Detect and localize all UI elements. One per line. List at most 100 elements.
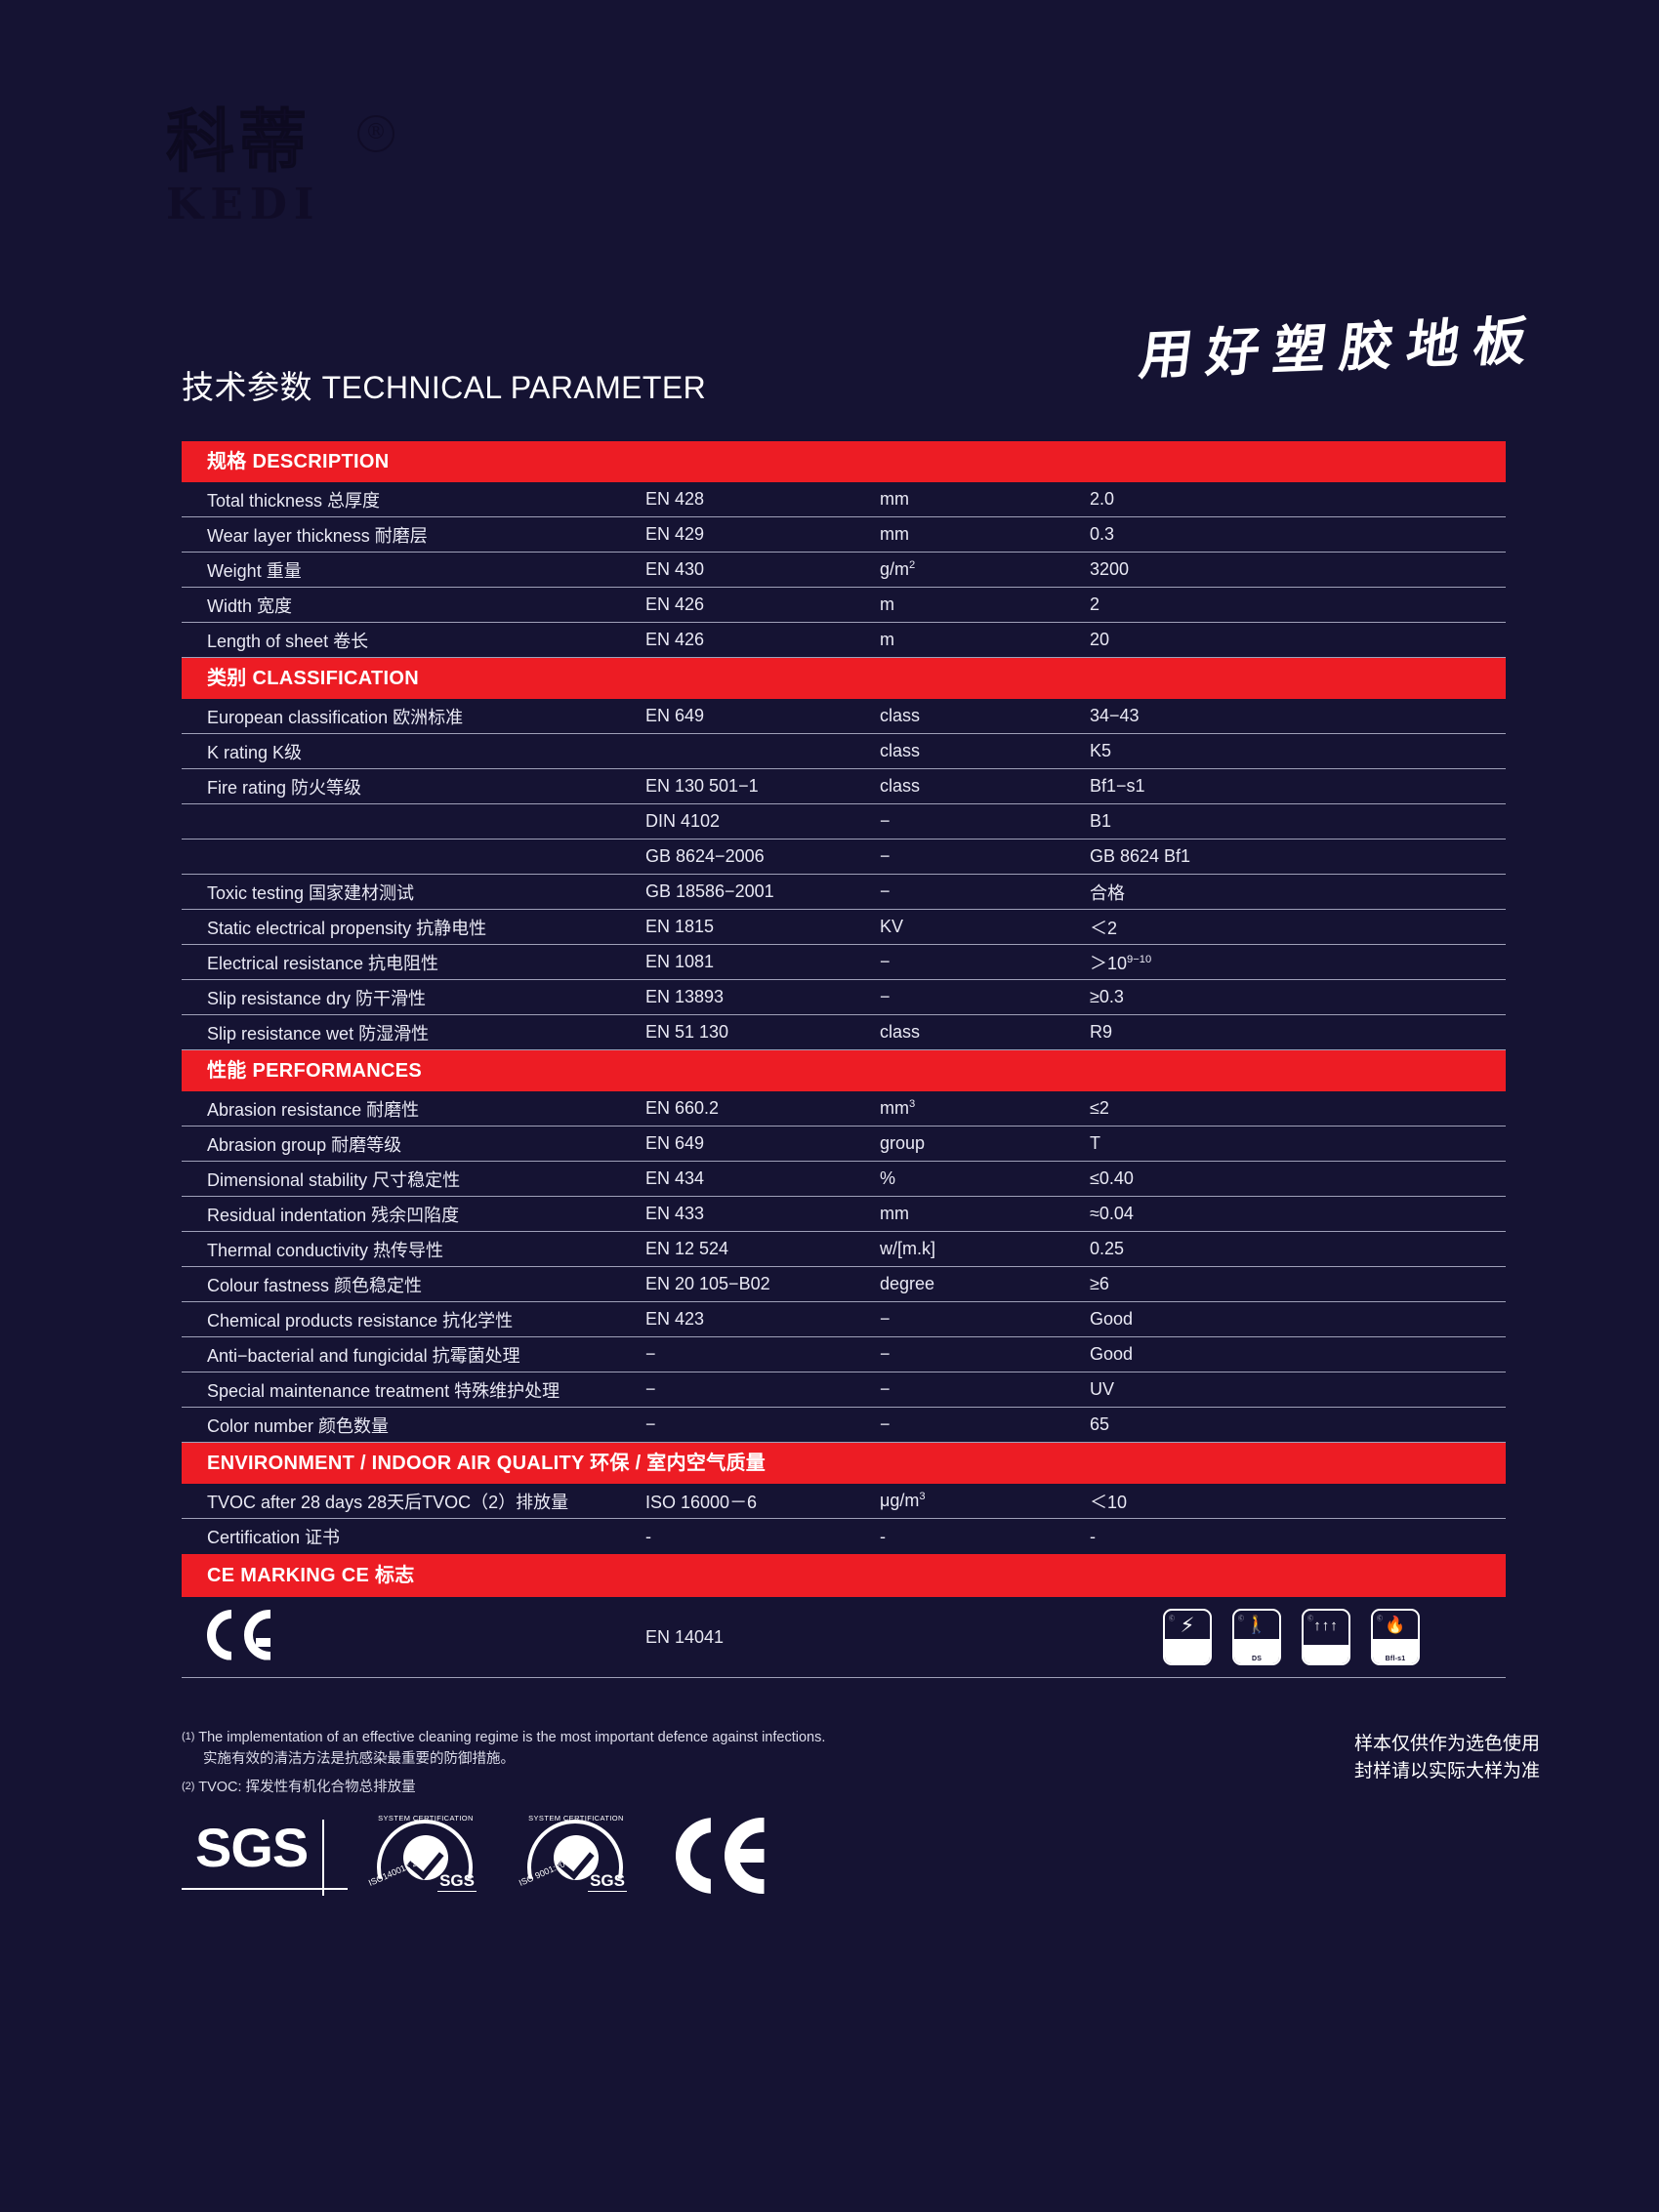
pictogram-caption: DS xyxy=(1251,1656,1263,1662)
row-value: ≤0.40 xyxy=(1090,1168,1134,1188)
table-row: Length of sheet 卷长 EN 426 m 20 xyxy=(182,623,1506,658)
table-row: Wear layer thickness 耐磨层 EN 429 mm 0.3 xyxy=(182,517,1506,553)
table-row: Anti−bacterial and fungicidal 抗霉菌处理 − − Goo… xyxy=(182,1337,1506,1372)
section-header: 性能 PERFORMANCES xyxy=(182,1050,1506,1091)
sample-note-line1: 样本仅供作为选色使用 xyxy=(1353,1734,1540,1754)
section-header: 类别 CLASSIFICATION xyxy=(182,658,1506,699)
row-unit: μg/m3 xyxy=(880,1491,926,1510)
row-label: Colour fastness 颜色稳定性 xyxy=(207,1275,423,1295)
row-unit: mm xyxy=(880,1204,909,1223)
footnote-1-index: (1) xyxy=(182,1731,195,1742)
table-row: Chemical products resistance 抗化学性 EN 423 −… xyxy=(182,1302,1506,1337)
row-standard: − xyxy=(645,1414,656,1434)
row-value: UV xyxy=(1090,1379,1115,1399)
antistatic-icon: Ⓒ ⚡ xyxy=(1163,1609,1212,1665)
pictogram-group: Ⓒ ⚡ Ⓒ 🚶 DS Ⓒ ↑↑↑ Ⓒ 🔥 Bfl-s1 xyxy=(1163,1609,1506,1665)
sgs-logo-text: SGS xyxy=(195,1817,309,1878)
row-value: K5 xyxy=(1090,741,1112,760)
row-label: K rating K级 xyxy=(207,742,303,762)
row-unit: m xyxy=(880,594,894,614)
row-standard: EN 1081 xyxy=(645,952,715,971)
superscript: 9−10 xyxy=(1127,953,1152,965)
row-standard: EN 130 501−1 xyxy=(645,776,759,796)
row-value: GB 8624 Bf1 xyxy=(1090,846,1191,866)
footnote-2-cn: TVOC: 挥发性有机化合物总排放量 xyxy=(198,1779,416,1795)
iso-9001-sgs-text: SGS xyxy=(588,1871,627,1892)
row-value: Good xyxy=(1090,1309,1134,1329)
row-value: ＜10 xyxy=(1090,1492,1128,1512)
row-value: ≤2 xyxy=(1090,1098,1109,1118)
footnote-1-cn: 实施有效的清洁方法是抗感染最重要的防御措施。 xyxy=(203,1751,515,1768)
row-unit: − xyxy=(880,1379,891,1399)
row-value: Bf1−s1 xyxy=(1090,776,1145,796)
table-row: DIN 4102 − B1 xyxy=(182,804,1506,840)
row-unit: mm3 xyxy=(880,1098,916,1118)
row-value: 0.25 xyxy=(1090,1239,1125,1258)
row-label: Static electrical propensity 抗静电性 xyxy=(207,918,487,938)
pictogram-caption: Bfl-s1 xyxy=(1385,1656,1406,1662)
iso-14001-top-text: SYSTEM CERTIFICATION xyxy=(378,1814,474,1823)
ce-mark-inline xyxy=(182,1609,645,1665)
row-value: ＞109−10 xyxy=(1090,953,1152,973)
row-label: Special maintenance treatment 特殊维护处理 xyxy=(207,1380,560,1401)
table-row: European classification 欧洲标准 EN 649 class 3… xyxy=(182,699,1506,734)
row-unit: − xyxy=(880,811,891,831)
table-row: Width 宽度 EN 426 m 2 xyxy=(182,588,1506,623)
table-row: Abrasion group 耐磨等级 EN 649 group T xyxy=(182,1126,1506,1162)
table-row: Special maintenance treatment 特殊维护处理 − − UV xyxy=(182,1372,1506,1408)
ce-standard: EN 14041 xyxy=(645,1626,725,1647)
row-value: ≥0.3 xyxy=(1090,987,1124,1006)
table-row: Weight 重量 EN 430 g/m2 3200 xyxy=(182,553,1506,588)
row-unit: % xyxy=(880,1168,896,1188)
row-label: Fire rating 防火等级 xyxy=(207,777,362,798)
row-unit: mm xyxy=(880,489,909,509)
brand-name-cn: 科蒂 xyxy=(166,101,311,182)
footnote-1-en: The implementation of an effective clean… xyxy=(198,1730,826,1745)
ce-marking-row: EN 14041 Ⓒ ⚡ Ⓒ 🚶 DS Ⓒ ↑↑↑ Ⓒ 🔥 Bfl-s1 xyxy=(182,1597,1506,1678)
ce-c-glyph xyxy=(207,1609,231,1660)
row-unit: group xyxy=(880,1133,926,1153)
row-standard: EN 649 xyxy=(645,706,705,725)
row-unit: class xyxy=(880,1022,921,1042)
row-value: Good xyxy=(1090,1344,1134,1364)
ce-mark-logo xyxy=(676,1818,791,1894)
row-label: Certification 证书 xyxy=(207,1528,341,1547)
row-label: Abrasion group 耐磨等级 xyxy=(207,1134,402,1155)
row-standard: EN 12 524 xyxy=(645,1239,729,1258)
row-standard: EN 434 xyxy=(645,1168,705,1188)
row-value: ≈0.04 xyxy=(1090,1204,1134,1223)
row-standard: − xyxy=(645,1379,656,1399)
row-standard: EN 649 xyxy=(645,1133,705,1153)
table-row: TVOC after 28 days 28天后TVOC（2）排放量 ISO 160… xyxy=(182,1484,1506,1519)
iso-14001-logo: SYSTEM CERTIFICATION ISO14001 : 2004 SGS xyxy=(367,1814,482,1898)
table-row: Thermal conductivity 热传导性 EN 12 524 w/[m.k… xyxy=(182,1232,1506,1267)
row-label: Chemical products resistance 抗化学性 xyxy=(207,1310,514,1331)
brand-name-en: KEDI xyxy=(166,180,321,229)
row-value: ≥6 xyxy=(1090,1274,1109,1293)
row-label: Width 宽度 xyxy=(207,595,293,616)
spec-table: 规格 DESCRIPTION Total thickness 总厚度 EN 428 m… xyxy=(182,441,1506,1678)
row-value: - xyxy=(1090,1526,1096,1546)
row-unit: w/[m.k] xyxy=(880,1239,935,1258)
row-unit: m xyxy=(880,630,894,649)
sgs-logo-vline xyxy=(322,1820,324,1896)
row-value: 合格 xyxy=(1090,882,1125,903)
row-value: 3200 xyxy=(1090,559,1130,579)
section-header: ENVIRONMENT / INDOOR AIR QUALITY 环保 / 室内… xyxy=(182,1443,1506,1484)
row-standard: − xyxy=(645,1344,656,1364)
row-unit: class xyxy=(880,706,921,725)
table-row: Dimensional stability 尺寸稳定性 EN 434% ≤0.40 xyxy=(182,1162,1506,1197)
row-standard: EN 423 xyxy=(645,1309,705,1329)
row-unit: − xyxy=(880,1344,891,1364)
page-title-en: TECHNICAL PARAMETER xyxy=(321,370,707,405)
sample-note: 样本仅供作为选色使用 封样请以实际大样为准 xyxy=(1354,1731,1540,1785)
table-row: Static electrical propensity 抗静电性 EN 1815… xyxy=(182,910,1506,945)
superscript: 2 xyxy=(909,559,916,571)
row-standard: EN 13893 xyxy=(645,987,725,1006)
row-label: Length of sheet 卷长 xyxy=(207,631,369,651)
row-unit: − xyxy=(880,987,891,1006)
row-label: Thermal conductivity 热传导性 xyxy=(207,1240,444,1260)
row-label: Abrasion resistance 耐磨性 xyxy=(207,1099,420,1120)
row-value: 2.0 xyxy=(1090,489,1115,509)
row-label: Slip resistance dry 防干滑性 xyxy=(207,988,427,1008)
